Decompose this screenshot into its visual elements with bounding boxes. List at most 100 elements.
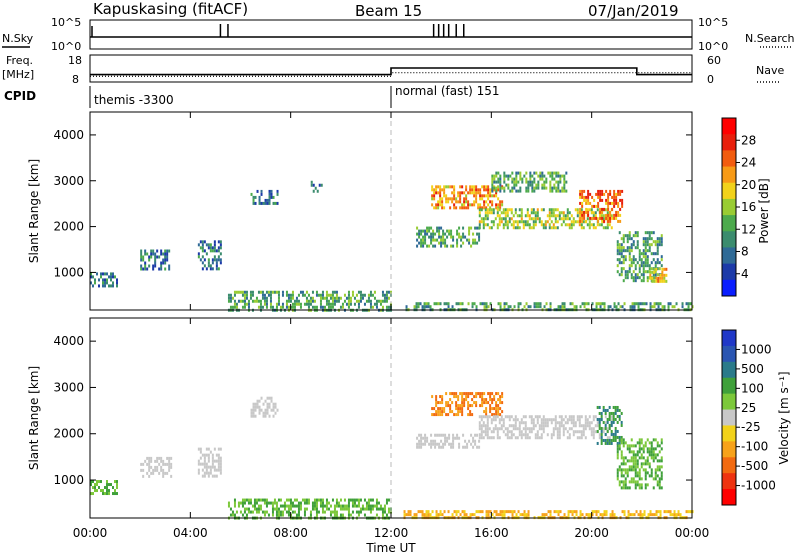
power-echo-cell — [492, 211, 495, 215]
power-echo-cell — [658, 240, 661, 244]
power-echo-cell — [445, 302, 448, 306]
power-echo-cell — [417, 302, 420, 306]
power-echo-cell — [436, 226, 439, 230]
power-echo-cell — [213, 255, 216, 259]
velocity-echo-cell — [424, 433, 427, 437]
velocity-echo-cell — [355, 510, 358, 514]
velocity-echo-cell — [562, 427, 565, 431]
power-echo-cell — [307, 305, 310, 309]
velocity-echo-cell — [658, 459, 661, 463]
power-echo-cell — [632, 279, 635, 283]
velocity-echo-cell — [418, 442, 421, 446]
velocity-echo-cell — [498, 421, 501, 425]
power-echo-cell — [90, 281, 92, 285]
velocity-echo-cell — [570, 421, 573, 425]
power-echo-cell — [168, 267, 171, 271]
velocity-echo-cell — [599, 513, 602, 517]
velocity-echo-cell — [112, 492, 114, 496]
power-echo-cell — [566, 217, 569, 221]
velocity-echo-cell — [484, 415, 487, 419]
power-echo-cell — [243, 305, 246, 309]
velocity-echo-cell — [568, 436, 571, 440]
power-echo-cell — [285, 299, 288, 303]
power-echo-cell — [239, 299, 242, 303]
velocity-echo-cell — [353, 498, 356, 502]
velocity-echo-cell — [289, 498, 292, 502]
power-echo-cell — [219, 258, 222, 262]
velocity-echo-cell — [604, 408, 607, 412]
velocity-echo-cell — [584, 418, 587, 422]
velocity-echo-cell — [470, 433, 473, 437]
velocity-echo-cell — [652, 447, 655, 451]
velocity-echo-cell — [538, 424, 541, 428]
power-echo-cell — [448, 232, 451, 236]
power-echo-cell — [601, 302, 604, 306]
velocity-colorbar-tick-label: 25 — [741, 401, 756, 415]
velocity-echo-cell — [556, 433, 559, 437]
power-echo-cell — [499, 186, 502, 190]
power-echo-cell — [443, 206, 446, 210]
velocity-echo-cell — [461, 395, 464, 399]
power-echo-cell — [247, 302, 250, 306]
velocity-echo-cell — [407, 510, 410, 514]
power-echo-cell — [513, 180, 516, 184]
power-echo-cell — [622, 246, 625, 250]
velocity-echo-cell — [449, 404, 452, 408]
velocity-echo-cell — [632, 459, 635, 463]
power-colorbar-tick-label: 20 — [741, 178, 756, 192]
x-tick-label: 00:00 — [675, 526, 710, 540]
power-echo-cell — [442, 238, 445, 242]
power-echo-cell — [615, 192, 618, 196]
power-echo-cell — [663, 279, 666, 283]
velocity-echo-cell — [620, 456, 623, 460]
velocity-echo-cell — [620, 423, 623, 427]
velocity-echo-cell — [100, 489, 102, 493]
velocity-echo-cell — [650, 471, 653, 475]
power-echo-cell — [581, 216, 584, 220]
power-echo-cell — [592, 223, 595, 227]
power-echo-cell — [489, 200, 492, 204]
y-tick-label: 1000 — [53, 473, 84, 487]
power-echo-cell — [331, 302, 334, 306]
velocity-echo-cell — [484, 430, 487, 434]
power-echo-cell — [495, 203, 498, 207]
velocity-echo-cell — [317, 510, 320, 514]
velocity-echo-cell — [287, 510, 290, 514]
velocity-echo-cell — [267, 501, 270, 505]
velocity-echo-cell — [516, 427, 519, 431]
velocity-echo-cell — [656, 480, 659, 484]
power-echo-cell — [603, 302, 606, 306]
power-echo-cell — [471, 305, 474, 309]
power-echo-cell — [424, 232, 427, 236]
velocity-echo-cell — [148, 462, 151, 466]
power-echo-cell — [564, 217, 567, 221]
power-echo-cell — [581, 192, 584, 196]
velocity-echo-cell — [604, 432, 607, 436]
power-echo-cell — [607, 192, 610, 196]
power-echo-cell — [227, 299, 230, 303]
velocity-echo-cell — [638, 438, 641, 442]
power-echo-cell — [491, 174, 494, 178]
velocity-echo-cell — [367, 507, 370, 511]
power-echo-cell — [252, 195, 255, 199]
power-echo-cell — [313, 305, 316, 309]
velocity-echo-cell — [252, 414, 255, 418]
power-echo-cell — [323, 296, 326, 300]
power-echo-cell — [644, 237, 647, 241]
velocity-echo-cell — [207, 456, 210, 460]
power-echo-cell — [619, 219, 622, 223]
velocity-echo-cell — [598, 423, 601, 427]
velocity-echo-cell — [276, 408, 279, 412]
velocity-echo-cell — [527, 510, 530, 514]
power-echo-cell — [438, 241, 441, 245]
velocity-echo-cell — [471, 392, 474, 396]
velocity-echo-cell — [266, 411, 269, 415]
power-echo-cell — [628, 231, 631, 235]
power-echo-cell — [203, 240, 206, 244]
power-echo-cell — [616, 246, 619, 250]
velocity-echo-cell — [461, 413, 464, 417]
power-echo-cell — [511, 189, 514, 193]
velocity-echo-cell — [207, 465, 210, 469]
velocity-echo-cell — [98, 480, 100, 484]
